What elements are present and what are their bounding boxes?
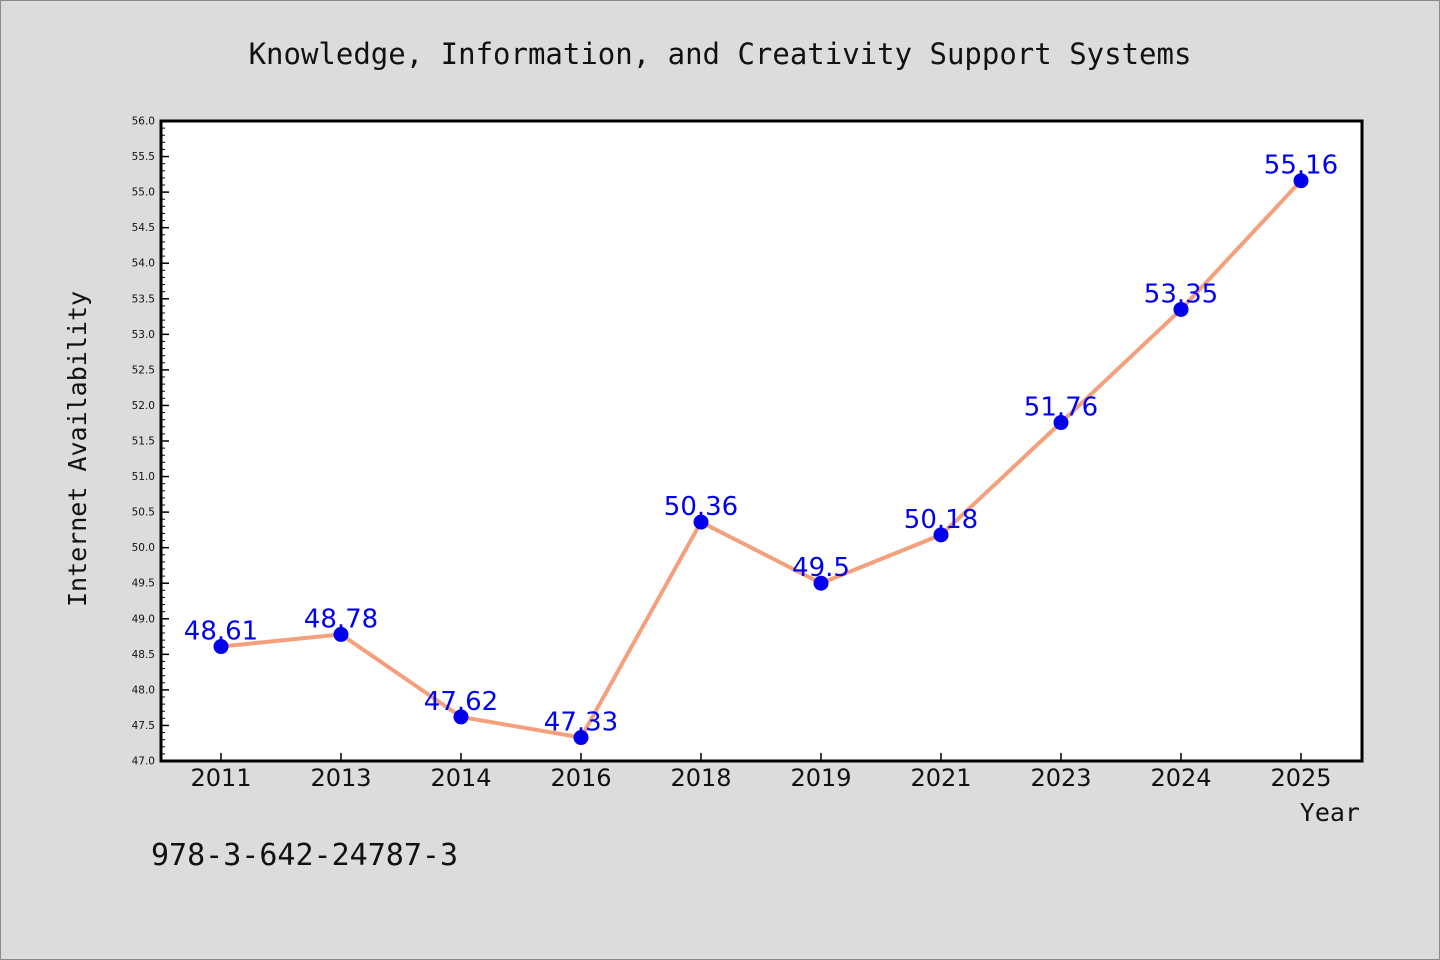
y-tick-label: 50.0 <box>132 542 155 554</box>
data-label: 50.18 <box>904 505 978 535</box>
y-tick-label: 54.0 <box>132 258 155 270</box>
x-tick-label: 2021 <box>910 764 971 792</box>
y-axis: 47.0 47.5 48.0 48.5 49.0 49.5 50.0 50.5 51.0 51.5… <box>132 116 169 768</box>
y-tick-label: 50.5 <box>132 507 155 519</box>
data-label: 47.33 <box>544 708 618 738</box>
y-tick-label: 49.0 <box>132 613 155 625</box>
data-point <box>453 709 469 725</box>
data-label: 49.5 <box>792 553 850 583</box>
y-tick-label: 53.5 <box>132 293 155 305</box>
data-label: 55.16 <box>1264 151 1338 181</box>
x-tick-label: 2016 <box>550 764 611 792</box>
y-tick-label: 55.0 <box>132 187 155 199</box>
x-tick-label: 2023 <box>1030 764 1091 792</box>
y-tick-label: 51.0 <box>132 471 155 483</box>
data-point <box>1173 301 1189 317</box>
y-tick-label: 47.5 <box>132 720 155 732</box>
plot-area <box>159 119 1364 763</box>
data-point <box>1293 173 1309 189</box>
x-tick-label: 2018 <box>670 764 731 792</box>
series-layer: 48.61 48.78 47.62 47.33 50.36 49.5 50.18 51.76 5… <box>184 151 1338 746</box>
data-label: 53.35 <box>1144 279 1218 309</box>
data-point <box>813 575 829 591</box>
x-tick-label: 2011 <box>190 764 251 792</box>
x-tick-label: 2013 <box>310 764 371 792</box>
y-tick-label: 55.5 <box>132 151 155 163</box>
data-label: 48.78 <box>304 604 378 634</box>
x-tick-label: 2025 <box>1270 764 1331 792</box>
x-tick-label: 2019 <box>790 764 851 792</box>
y-tick-label: 47.0 <box>132 756 155 768</box>
y-tick-label: 52.5 <box>132 364 155 376</box>
data-label: 48.61 <box>184 617 258 647</box>
data-label: 50.36 <box>664 492 738 522</box>
x-tick-label: 2024 <box>1150 764 1211 792</box>
data-label: 51.76 <box>1024 393 1098 423</box>
data-point <box>933 527 949 543</box>
data-point <box>693 514 709 530</box>
y-tick-label: 54.5 <box>132 222 155 234</box>
x-axis-label: Year <box>1300 798 1360 827</box>
series-line <box>219 178 1303 740</box>
data-point <box>1053 415 1069 431</box>
y-tick-label: 51.5 <box>132 436 155 448</box>
y-tick-label: 48.5 <box>132 649 155 661</box>
footnote: 978-3-642-24787-3 <box>151 838 458 873</box>
y-tick-label: 49.5 <box>132 578 155 590</box>
chart-title: Knowledge, Information, and Creativity S… <box>249 37 1192 71</box>
y-tick-label: 52.0 <box>132 400 155 412</box>
y-tick-label: 48.0 <box>132 684 155 696</box>
data-point <box>213 639 229 655</box>
y-tick-label: 53.0 <box>132 329 155 341</box>
x-axis: 2011 2013 2014 2016 2018 2019 2021 2023 2024 2025 <box>190 753 1332 792</box>
data-point <box>573 730 589 746</box>
y-axis-label: Internet Availability <box>63 291 92 607</box>
y-tick-label: 56.0 <box>132 116 155 128</box>
data-point <box>333 626 349 642</box>
data-label: 47.62 <box>424 687 498 717</box>
x-tick-label: 2014 <box>430 764 491 792</box>
